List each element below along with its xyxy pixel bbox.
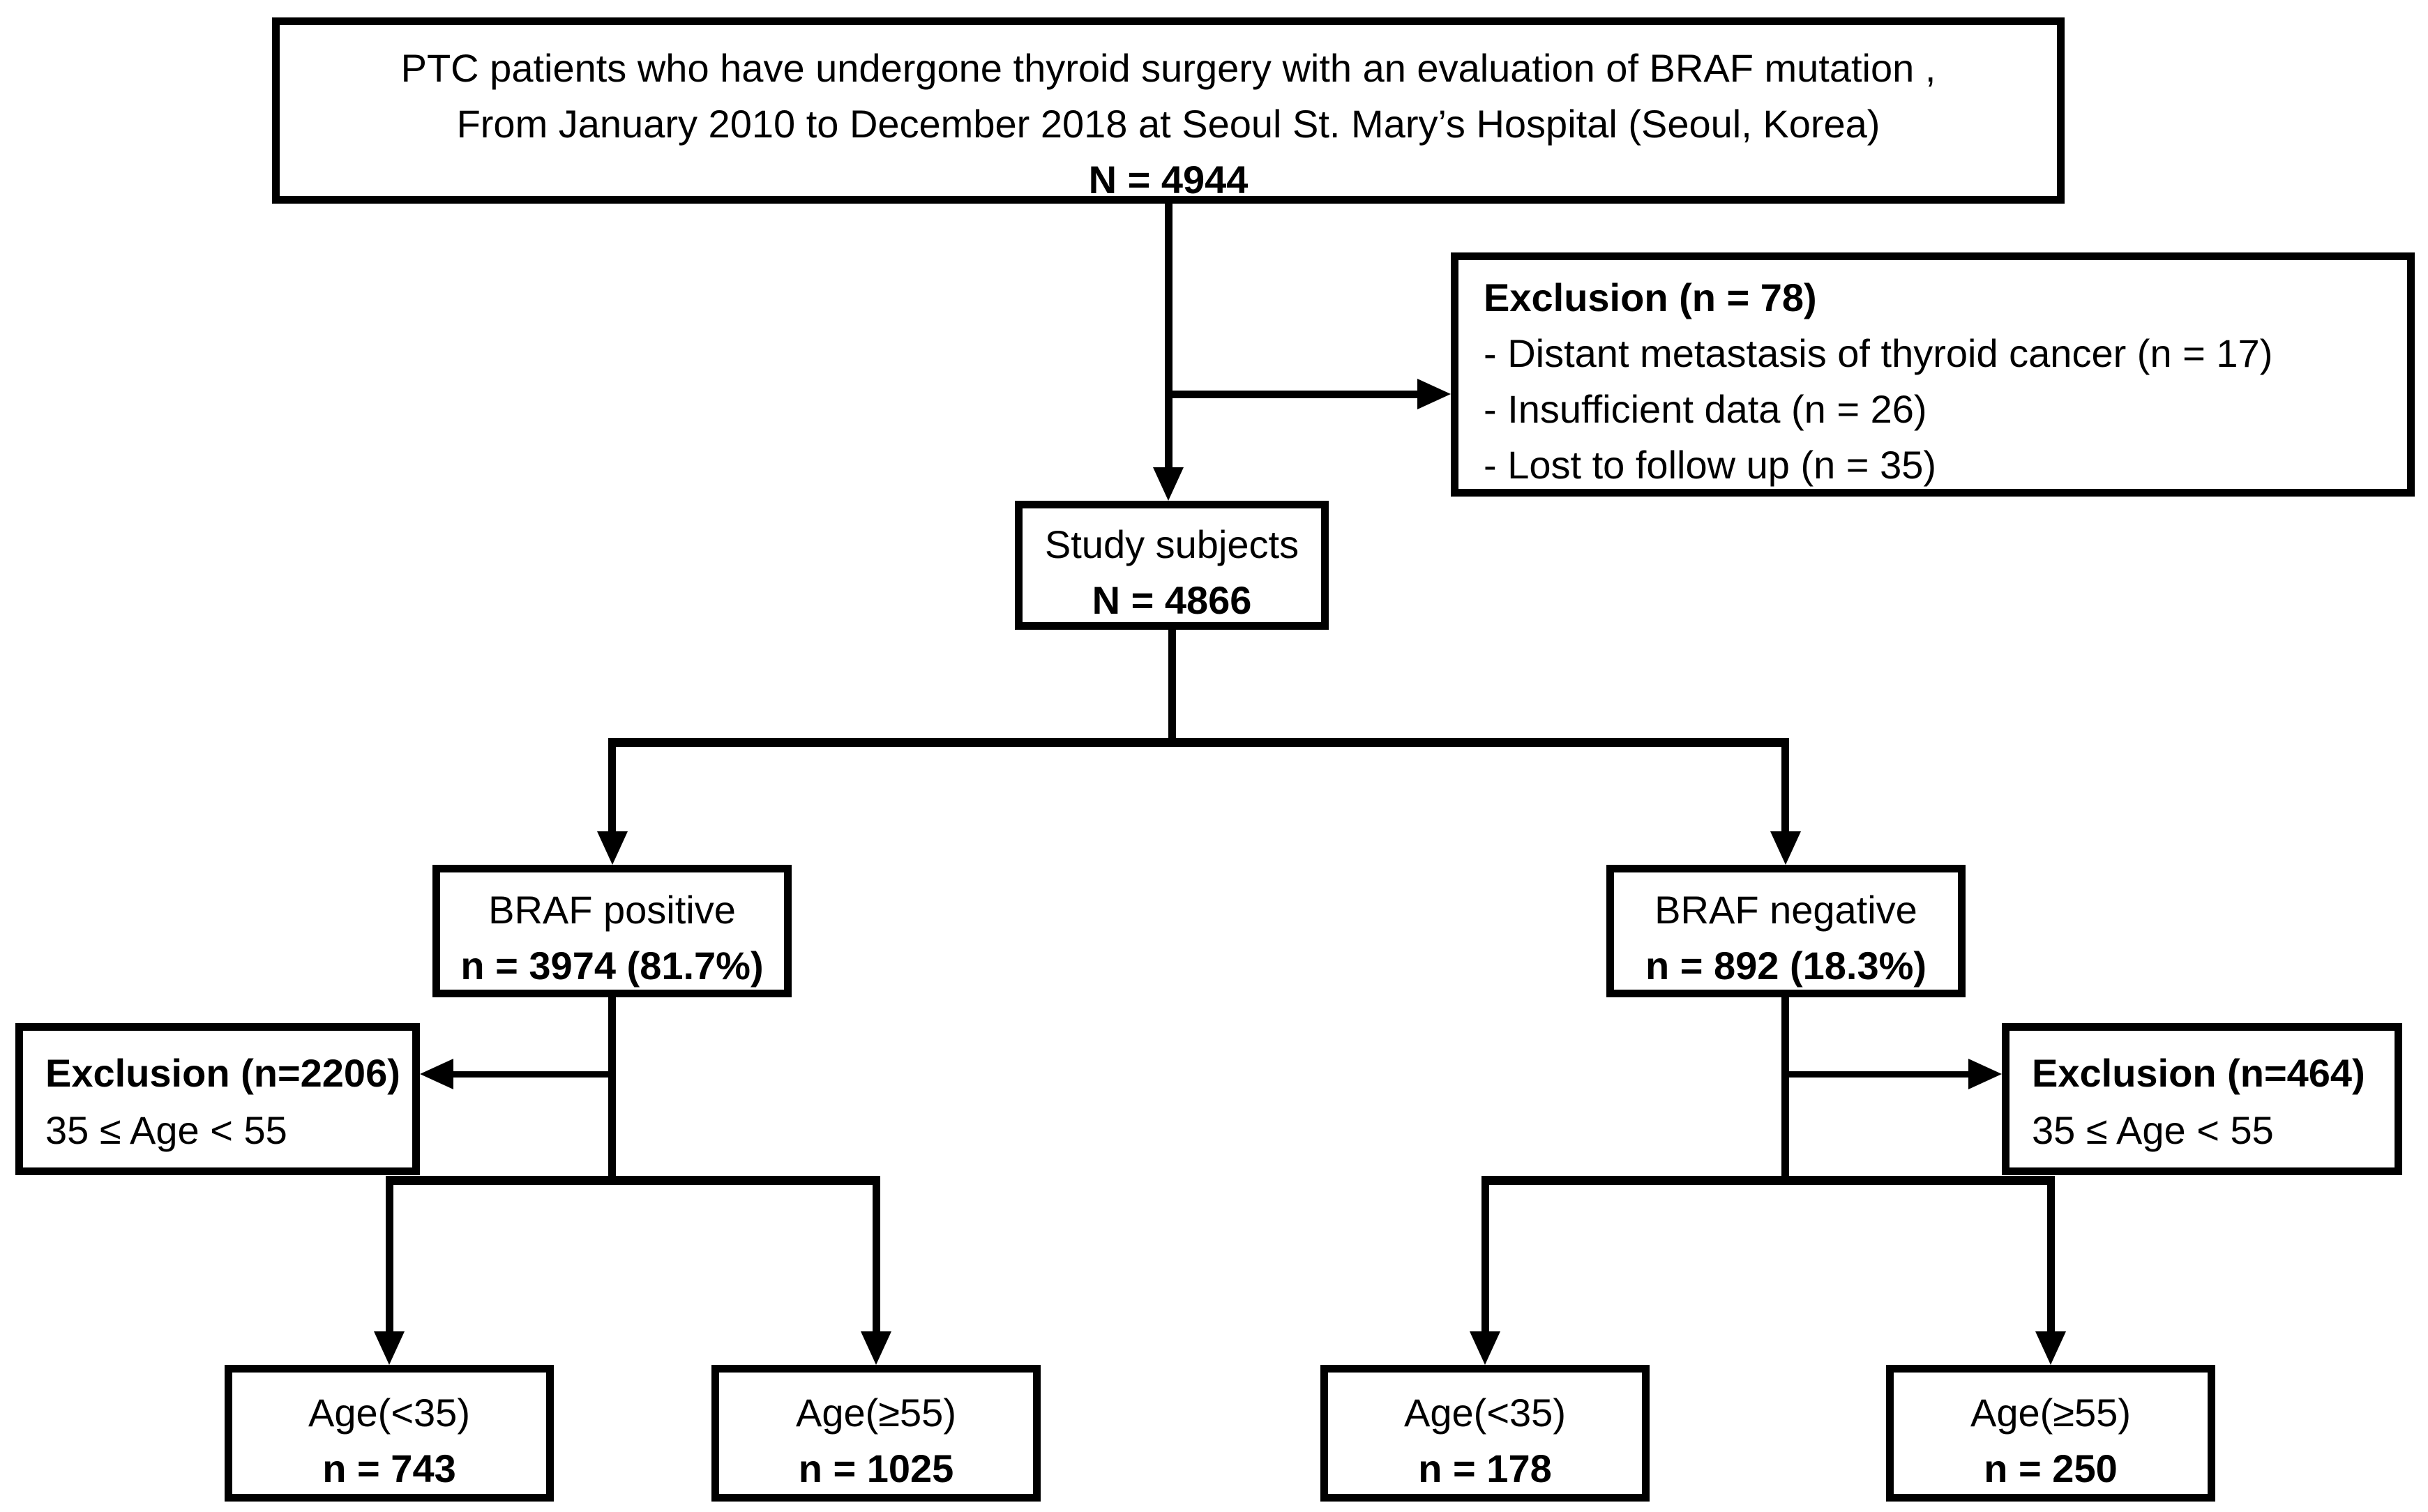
exclusion-braf-negative-box: Exclusion (n=464) 35 ≤ Age < 55 bbox=[2002, 1023, 2402, 1175]
arrowhead-braf-negative bbox=[1770, 831, 1801, 865]
enrollment-box: PTC patients who have undergone thyroid … bbox=[272, 17, 2065, 204]
negative-age-over55-label: Age(≥55) bbox=[1970, 1391, 2131, 1435]
split-bar-braf bbox=[608, 738, 1789, 747]
positive-age-over55-label: Age(≥55) bbox=[796, 1391, 956, 1435]
connector-to-exclusion-top bbox=[1165, 391, 1419, 398]
exclusion-top-title: Exclusion (n = 78) bbox=[1484, 275, 1817, 319]
positive-age-over55-count: n = 1025 bbox=[798, 1446, 954, 1490]
study-subjects-box: Study subjects N = 4866 bbox=[1015, 501, 1329, 630]
study-subjects-count: N = 4866 bbox=[1092, 578, 1252, 622]
negative-age-over55-count: n = 250 bbox=[1984, 1446, 2118, 1490]
arrowhead-exclusion-top bbox=[1417, 379, 1451, 409]
exclusion-top-item: - Lost to follow up (n = 35) bbox=[1484, 443, 1937, 487]
positive-age-under35-count: n = 743 bbox=[322, 1446, 456, 1490]
exclusion-negative-criteria: 35 ≤ Age < 55 bbox=[2032, 1108, 2274, 1152]
positive-age-under35-label: Age(<35) bbox=[308, 1391, 470, 1435]
negative-age-over55-box: Age(≥55) n = 250 bbox=[1886, 1365, 2215, 1502]
positive-age-under35-box: Age(<35) n = 743 bbox=[225, 1365, 554, 1502]
connector-to-exclusion-positive bbox=[452, 1071, 616, 1078]
connector-negative-age-under35 bbox=[1481, 1176, 1489, 1333]
connector-braf-positive-stem bbox=[608, 997, 616, 1185]
arrowhead-negative-age-under35 bbox=[1470, 1331, 1500, 1365]
exclusion-positive-criteria: 35 ≤ Age < 55 bbox=[45, 1108, 287, 1152]
enrollment-count: N = 4944 bbox=[1088, 158, 1249, 202]
exclusion-top-item: - Insufficient data (n = 26) bbox=[1484, 387, 1927, 431]
connector-top-to-study bbox=[1165, 204, 1172, 469]
arrowhead-exclusion-negative bbox=[1968, 1059, 2002, 1089]
study-subjects-label: Study subjects bbox=[1044, 522, 1299, 566]
arrowhead-positive-age-under35 bbox=[374, 1331, 405, 1365]
connector-split-to-braf-positive bbox=[608, 738, 616, 833]
negative-age-under35-count: n = 178 bbox=[1418, 1446, 1552, 1490]
arrowhead-positive-age-over55 bbox=[861, 1331, 891, 1365]
braf-negative-label: BRAF negative bbox=[1654, 888, 1917, 932]
enrollment-line1: PTC patients who have undergone thyroid … bbox=[400, 46, 1936, 90]
arrowhead-study-subjects bbox=[1153, 467, 1184, 501]
arrowhead-negative-age-over55 bbox=[2035, 1331, 2066, 1365]
braf-positive-count: n = 3974 (81.7%) bbox=[460, 944, 764, 988]
exclusion-positive-title: Exclusion (n=2206) bbox=[45, 1051, 400, 1095]
split-bar-negative-age bbox=[1481, 1176, 2055, 1185]
positive-age-over55-box: Age(≥55) n = 1025 bbox=[711, 1365, 1041, 1502]
negative-age-under35-label: Age(<35) bbox=[1404, 1391, 1566, 1435]
connector-braf-negative-stem bbox=[1781, 997, 1789, 1185]
enrollment-line2: From January 2010 to December 2018 at Se… bbox=[456, 102, 1880, 146]
braf-negative-box: BRAF negative n = 892 (18.3%) bbox=[1606, 865, 1966, 997]
braf-positive-label: BRAF positive bbox=[488, 888, 736, 932]
connector-negative-age-over55 bbox=[2047, 1176, 2055, 1333]
negative-age-under35-box: Age(<35) n = 178 bbox=[1320, 1365, 1650, 1502]
connector-split-to-braf-negative bbox=[1781, 738, 1789, 833]
braf-positive-box: BRAF positive n = 3974 (81.7%) bbox=[432, 865, 792, 997]
connector-positive-age-over55 bbox=[873, 1176, 880, 1333]
connector-to-exclusion-negative bbox=[1786, 1071, 1970, 1078]
connector-positive-age-under35 bbox=[386, 1176, 393, 1333]
arrowhead-braf-positive bbox=[597, 831, 628, 865]
split-bar-positive-age bbox=[386, 1176, 880, 1185]
connector-study-to-split bbox=[1168, 630, 1176, 746]
arrowhead-exclusion-positive bbox=[420, 1059, 453, 1089]
exclusion-top-item: - Distant metastasis of thyroid cancer (… bbox=[1484, 331, 2273, 375]
braf-negative-count: n = 892 (18.3%) bbox=[1645, 944, 1927, 988]
exclusion-braf-positive-box: Exclusion (n=2206) 35 ≤ Age < 55 bbox=[15, 1023, 420, 1175]
exclusion-negative-title: Exclusion (n=464) bbox=[2032, 1051, 2365, 1095]
exclusion-top-box: Exclusion (n = 78) - Distant metastasis … bbox=[1451, 252, 2415, 497]
